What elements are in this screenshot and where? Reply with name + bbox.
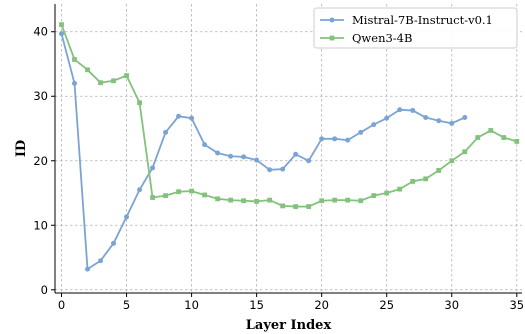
data-point	[514, 139, 520, 144]
data-point	[72, 80, 78, 86]
y-tick-label: 40	[33, 25, 48, 39]
data-point	[228, 153, 234, 159]
axes: 0 5 10 15 20 25 30 35 0 10 20 30 40	[33, 4, 524, 312]
data-point	[267, 167, 273, 173]
data-point	[176, 189, 181, 195]
data-point	[410, 178, 416, 184]
series-2	[59, 22, 520, 209]
data-point	[72, 57, 77, 62]
data-point	[319, 198, 325, 204]
legend-frame	[313, 7, 518, 49]
data-point	[280, 166, 286, 172]
data-point	[358, 129, 364, 135]
data-point	[137, 187, 143, 193]
data-point	[241, 154, 247, 160]
x-tick-label: 10	[184, 298, 199, 312]
data-point	[345, 137, 351, 143]
data-point	[189, 188, 194, 194]
legend-marker	[329, 17, 335, 23]
data-point	[293, 151, 299, 157]
data-point	[189, 115, 195, 121]
grid	[55, 4, 522, 293]
data-point	[215, 196, 221, 202]
data-point	[254, 198, 260, 204]
legend-label: Mistral-7B-Instruct-v0.1	[352, 13, 493, 27]
y-axis-label: ID	[14, 140, 29, 157]
data-point	[488, 128, 494, 133]
data-point	[111, 78, 116, 84]
data-point	[137, 100, 142, 106]
series-line	[60, 24, 518, 208]
series-group	[59, 22, 520, 272]
data-point	[59, 31, 65, 37]
y-tick-label: 20	[33, 154, 48, 168]
data-point	[384, 190, 390, 196]
data-point	[332, 136, 338, 142]
data-point	[345, 197, 351, 203]
data-point	[228, 197, 234, 203]
x-tick-label: 0	[58, 298, 65, 312]
data-point	[241, 198, 247, 204]
x-tick-label: 25	[379, 298, 394, 312]
data-point	[410, 107, 416, 113]
data-point	[176, 113, 182, 119]
data-point	[59, 22, 64, 28]
data-point	[462, 115, 468, 121]
x-tick-label: 30	[444, 298, 459, 312]
data-point	[163, 193, 168, 198]
data-point	[423, 115, 429, 121]
data-point	[215, 150, 221, 156]
data-point	[436, 168, 442, 173]
data-point	[85, 67, 90, 73]
data-point	[254, 157, 260, 163]
data-point	[98, 80, 103, 86]
data-point	[280, 203, 286, 209]
data-point	[124, 214, 130, 220]
legend-label: Qwen3-4B	[352, 31, 412, 45]
y-tick-label: 10	[33, 218, 48, 232]
data-point	[319, 136, 325, 142]
data-point	[267, 197, 273, 203]
series-line	[60, 33, 466, 271]
data-point	[436, 118, 442, 124]
legend: Mistral-7B-Instruct-v0.1 Qwen3-4B	[313, 7, 518, 49]
x-axis-label: Layer Index	[246, 318, 332, 333]
x-tick-label: 20	[314, 298, 329, 312]
legend-item: Mistral-7B-Instruct-v0.1	[320, 13, 493, 27]
data-point	[462, 149, 468, 155]
data-point	[423, 176, 429, 182]
data-point	[449, 158, 455, 164]
data-point	[475, 135, 481, 140]
y-tick-label: 30	[33, 89, 48, 103]
data-point	[397, 186, 403, 192]
legend-item: Qwen3-4B	[320, 31, 412, 45]
data-point	[449, 120, 455, 126]
x-tick-label: 5	[123, 298, 130, 312]
data-point	[384, 115, 390, 121]
data-point	[202, 142, 208, 148]
data-point	[85, 266, 91, 272]
data-point	[293, 204, 299, 209]
data-point	[150, 195, 155, 200]
data-point	[501, 135, 507, 140]
data-point	[98, 258, 104, 264]
data-point	[332, 197, 338, 203]
data-point	[163, 129, 169, 135]
data-point	[202, 192, 207, 198]
data-point	[306, 158, 312, 164]
x-tick-label: 15	[249, 298, 264, 312]
x-tick-label: 35	[509, 298, 524, 312]
data-point	[371, 193, 377, 198]
data-point	[397, 107, 403, 113]
data-point	[306, 204, 312, 209]
data-point	[371, 122, 377, 128]
data-point	[124, 73, 129, 79]
y-tick-label: 0	[41, 283, 48, 297]
data-point	[111, 240, 117, 246]
data-point	[150, 165, 156, 171]
legend-marker	[329, 35, 335, 41]
series-1	[59, 31, 468, 272]
data-point	[358, 198, 364, 204]
